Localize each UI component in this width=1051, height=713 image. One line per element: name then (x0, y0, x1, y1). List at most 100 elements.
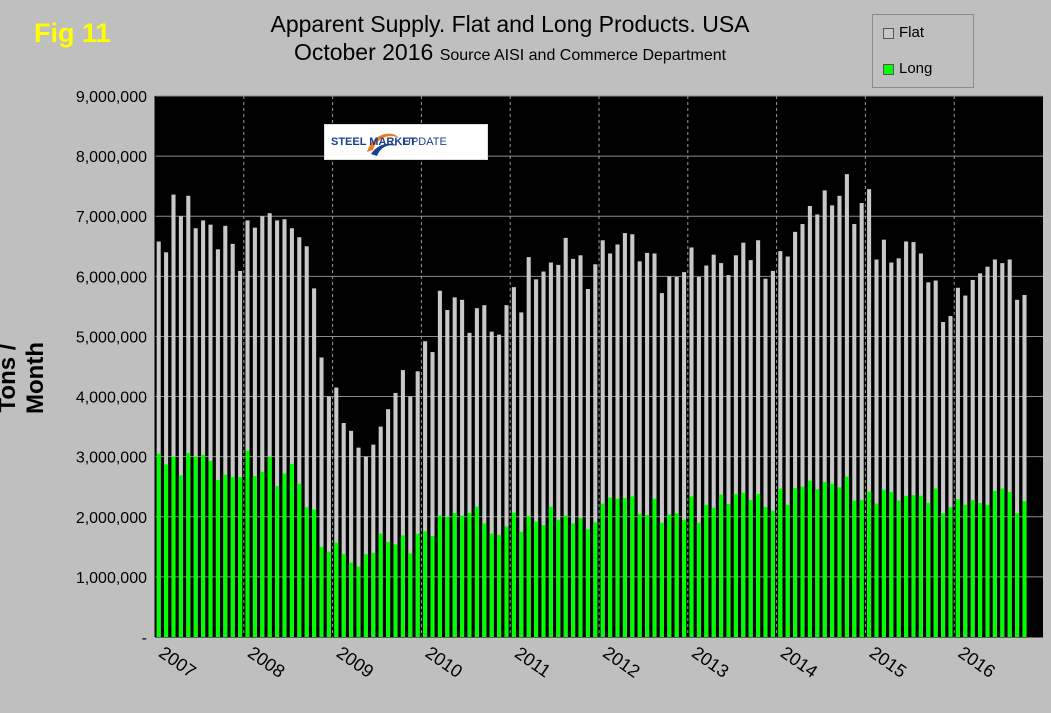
bar-flat (955, 287, 960, 637)
bar-flat (482, 305, 487, 637)
bar-long (319, 546, 324, 637)
bar-flat (304, 246, 309, 637)
bar-flat (245, 220, 250, 637)
bar-long (482, 523, 487, 637)
bar-long (563, 515, 568, 637)
bar-long (548, 506, 553, 637)
bar-long (571, 523, 576, 637)
bar-long (371, 552, 376, 637)
bar-flat (171, 194, 176, 638)
bar-flat (615, 244, 620, 638)
bar-flat (349, 430, 354, 637)
bar-flat (726, 275, 731, 637)
bar-flat (978, 273, 983, 637)
bar-long (267, 456, 272, 637)
bar-long (645, 514, 650, 637)
bar-flat (985, 266, 990, 637)
bar-flat (822, 190, 827, 637)
bar-long (807, 480, 812, 637)
bar-long (504, 526, 509, 637)
bar-long (992, 490, 997, 637)
bar-flat (896, 258, 901, 637)
bar-long (497, 534, 502, 637)
bar-flat (748, 260, 753, 637)
bar-flat (156, 241, 161, 638)
bar-long (430, 536, 435, 637)
bar-long (904, 495, 909, 637)
bar-long (696, 522, 701, 637)
bar-flat (667, 276, 672, 637)
bar-long (534, 521, 539, 637)
bar-flat (948, 316, 953, 637)
bar-long (770, 510, 775, 637)
title-source: Source AISI and Commerce Department (439, 47, 727, 64)
bar-flat (467, 332, 472, 637)
bar-long (593, 522, 598, 637)
bar-flat (682, 272, 687, 637)
bar-flat (215, 249, 220, 638)
bar-flat (297, 237, 302, 637)
legend-item-flat: Flat (883, 24, 924, 41)
bar-long (748, 499, 753, 637)
bar-long (719, 494, 724, 637)
bar-flat (519, 312, 524, 637)
bar-flat (593, 264, 598, 637)
bar-long (608, 497, 613, 637)
bar-long (304, 507, 309, 637)
bar-flat (223, 225, 228, 637)
bar-flat (193, 228, 198, 637)
bar-long (763, 507, 768, 637)
bar-long (275, 486, 280, 637)
bar-flat (1007, 259, 1012, 637)
bar-long (334, 542, 339, 637)
bar-flat (541, 271, 546, 637)
bar-long (445, 516, 450, 637)
bar-long (282, 473, 287, 637)
bar-flat (548, 262, 553, 637)
bar-flat (430, 352, 435, 637)
bar-flat (881, 239, 886, 637)
bar-flat (252, 227, 257, 638)
bar-long (622, 498, 627, 637)
bar-flat (571, 258, 576, 637)
bar-long (741, 492, 746, 637)
bar-flat (711, 254, 716, 637)
bar-flat (852, 224, 857, 637)
bar-flat (408, 396, 413, 637)
bar-long (615, 498, 620, 637)
x-tick-label: 2012 (599, 642, 643, 681)
title-line-2: October 2016 Source AISI and Commerce De… (180, 38, 840, 70)
bar-flat (1000, 263, 1005, 637)
x-tick-label: 2016 (955, 642, 999, 681)
bar-flat (793, 231, 798, 637)
bar-long (874, 503, 879, 637)
bar-long (400, 535, 405, 637)
bar-long (585, 529, 590, 637)
bar-flat (637, 261, 642, 637)
bar-long (408, 553, 413, 637)
chart-legend: Flat Long (872, 14, 974, 88)
bar-flat (423, 341, 428, 637)
bar-flat (230, 243, 235, 637)
legend-swatch-long (883, 64, 894, 75)
bar-long (978, 502, 983, 637)
bar-long (963, 504, 968, 637)
bar-flat (992, 259, 997, 637)
bar-long (474, 506, 479, 637)
bar-long (822, 481, 827, 637)
bar-long (238, 477, 243, 637)
bar-long (667, 514, 672, 637)
bar-flat (659, 293, 664, 637)
chart-title: Apparent Supply. Flat and Long Products.… (180, 10, 840, 70)
bar-flat (652, 253, 657, 638)
y-tick-label: 3,000,000 (76, 450, 147, 467)
bar-long (460, 515, 465, 637)
bar-long (918, 495, 923, 637)
bar-long (423, 531, 428, 637)
bar-flat (201, 220, 206, 637)
bar-flat (807, 206, 812, 637)
bar-long (652, 498, 657, 637)
bar-long (215, 480, 220, 637)
legend-item-long: Long (883, 60, 932, 77)
bar-long (164, 464, 169, 637)
